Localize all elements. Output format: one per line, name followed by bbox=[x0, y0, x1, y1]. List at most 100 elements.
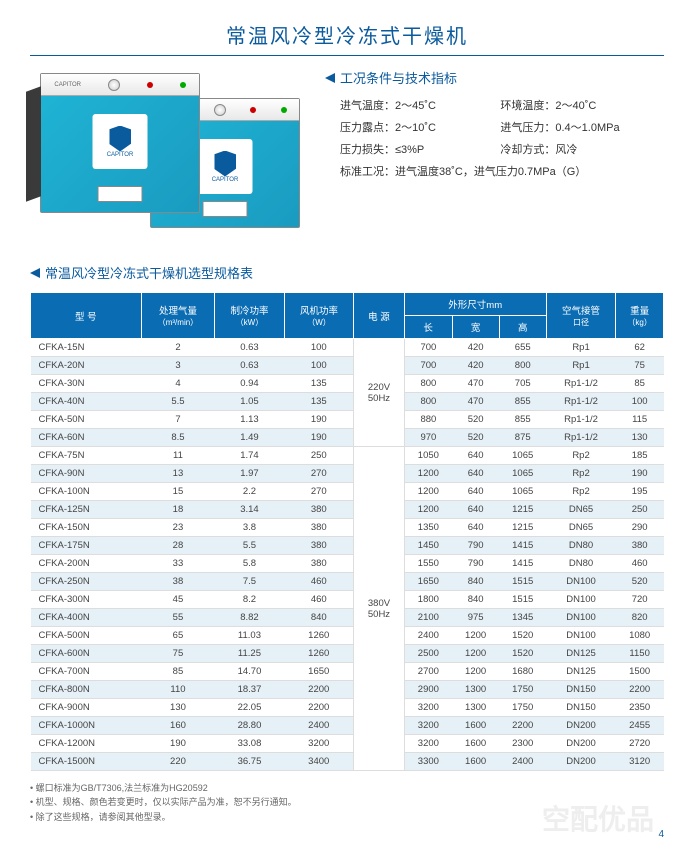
cell: DN100 bbox=[546, 573, 616, 591]
cell: 380 bbox=[284, 519, 354, 537]
table-row: CFKA-1500N22036.753400330016002400DN2003… bbox=[31, 753, 664, 771]
cell: 2 bbox=[141, 339, 214, 357]
cell: 2100 bbox=[404, 609, 452, 627]
cell: 1750 bbox=[499, 681, 546, 699]
cell: 1065 bbox=[499, 465, 546, 483]
cell: 790 bbox=[452, 555, 499, 573]
col-weight: 重量（kg） bbox=[616, 293, 664, 339]
cell: 1415 bbox=[499, 537, 546, 555]
col-fan-power: 风机功率（W） bbox=[284, 293, 354, 339]
cell: 11.03 bbox=[215, 627, 285, 645]
top-content: CAPITOR CAPITOR CAPITOR CAPITOR bbox=[30, 68, 664, 243]
cell: 130 bbox=[616, 429, 664, 447]
cell: 2.2 bbox=[215, 483, 285, 501]
cell: 790 bbox=[452, 537, 499, 555]
cell: 1200 bbox=[452, 663, 499, 681]
product-label bbox=[98, 186, 143, 202]
cell: 270 bbox=[284, 465, 354, 483]
cell: 195 bbox=[616, 483, 664, 501]
cell: 130 bbox=[141, 699, 214, 717]
cell: 380 bbox=[284, 537, 354, 555]
cell: 2720 bbox=[616, 735, 664, 753]
cell: 85 bbox=[616, 375, 664, 393]
cell: Rp1-1/2 bbox=[546, 375, 616, 393]
shield-icon bbox=[109, 126, 131, 152]
spec-cooling: 冷却方式：风冷 bbox=[500, 141, 664, 157]
cell: 3.14 bbox=[215, 501, 285, 519]
cell: 4 bbox=[141, 375, 214, 393]
cell: 1515 bbox=[499, 573, 546, 591]
cell: 1520 bbox=[499, 627, 546, 645]
cell: 1650 bbox=[284, 663, 354, 681]
cell: 2350 bbox=[616, 699, 664, 717]
cell: 190 bbox=[141, 735, 214, 753]
cell: 460 bbox=[284, 573, 354, 591]
gauge-icon bbox=[108, 79, 120, 91]
cell: 1345 bbox=[499, 609, 546, 627]
cell: 3 bbox=[141, 357, 214, 375]
cell: 1065 bbox=[499, 483, 546, 501]
cell: 380 bbox=[616, 537, 664, 555]
cell: 1600 bbox=[452, 717, 499, 735]
cell: Rp1-1/2 bbox=[546, 411, 616, 429]
cell: 185 bbox=[616, 447, 664, 465]
cell: 100 bbox=[284, 339, 354, 357]
cell: 115 bbox=[616, 411, 664, 429]
cell: 1680 bbox=[499, 663, 546, 681]
col-capacity: 处理气量（m³/min） bbox=[141, 293, 214, 339]
col-length: 长 bbox=[404, 316, 452, 339]
cell: 62 bbox=[616, 339, 664, 357]
table-row: CFKA-150N233.838013506401215DN65290 bbox=[31, 519, 664, 537]
cell: 11 bbox=[141, 447, 214, 465]
cell: 855 bbox=[499, 393, 546, 411]
cell: 270 bbox=[284, 483, 354, 501]
cell: 1600 bbox=[452, 753, 499, 771]
cell: 28 bbox=[141, 537, 214, 555]
cell: 160 bbox=[141, 717, 214, 735]
cell: 655 bbox=[499, 339, 546, 357]
cell: 3400 bbox=[284, 753, 354, 771]
specs-header: 工况条件与技术指标 bbox=[325, 68, 664, 87]
cell: 3200 bbox=[404, 699, 452, 717]
cell: DN65 bbox=[546, 519, 616, 537]
cell: 13 bbox=[141, 465, 214, 483]
cell: 45 bbox=[141, 591, 214, 609]
cell: 3200 bbox=[284, 735, 354, 753]
cell: 1650 bbox=[404, 573, 452, 591]
cell: 18.37 bbox=[215, 681, 285, 699]
table-section: 常温风冷型冷冻式干燥机选型规格表 型 号 处理气量（m³/min） 制冷功率（k… bbox=[30, 263, 664, 824]
cell: 290 bbox=[616, 519, 664, 537]
cell: 2200 bbox=[284, 699, 354, 717]
specs-panel: 工况条件与技术指标 进气温度：2～45˚C 环境温度：2～40˚C 压力露点：2… bbox=[325, 68, 664, 243]
table-row: CFKA-600N7511.251260250012001520DN125115… bbox=[31, 645, 664, 663]
cell: 1150 bbox=[616, 645, 664, 663]
table-row: CFKA-30N40.94135800470705Rp1-1/285 bbox=[31, 375, 664, 393]
spec-table: 型 号 处理气量（m³/min） 制冷功率（kW） 风机功率（W） 电 源 外形… bbox=[30, 292, 664, 771]
cell: 3200 bbox=[404, 717, 452, 735]
red-button-icon bbox=[147, 82, 153, 88]
cell: 1215 bbox=[499, 501, 546, 519]
cell: 8.82 bbox=[215, 609, 285, 627]
cell: Rp2 bbox=[546, 465, 616, 483]
cell: 2300 bbox=[499, 735, 546, 753]
cell: 1200 bbox=[452, 627, 499, 645]
cell: Rp1-1/2 bbox=[546, 393, 616, 411]
table-row: CFKA-100N152.227012006401065Rp2195 bbox=[31, 483, 664, 501]
cell: 5.5 bbox=[141, 393, 214, 411]
spec-ambient-temp: 环境温度：2～40˚C bbox=[500, 97, 664, 113]
cell: 640 bbox=[452, 447, 499, 465]
table-row: CFKA-700N8514.701650270012001680DN125150… bbox=[31, 663, 664, 681]
cell: DN200 bbox=[546, 735, 616, 753]
cell: 38 bbox=[141, 573, 214, 591]
col-height: 高 bbox=[499, 316, 546, 339]
cell: 33 bbox=[141, 555, 214, 573]
col-pipe: 空气接管口径 bbox=[546, 293, 616, 339]
table-row: CFKA-40N5.51.05135800470855Rp1-1/2100 bbox=[31, 393, 664, 411]
cell: 1550 bbox=[404, 555, 452, 573]
table-row: CFKA-125N183.1438012006401215DN65250 bbox=[31, 501, 664, 519]
cell: 2500 bbox=[404, 645, 452, 663]
cell: 5.8 bbox=[215, 555, 285, 573]
cell: 1800 bbox=[404, 591, 452, 609]
page-title: 常温风冷型冷冻式干燥机 bbox=[30, 20, 664, 56]
cell: 55 bbox=[141, 609, 214, 627]
